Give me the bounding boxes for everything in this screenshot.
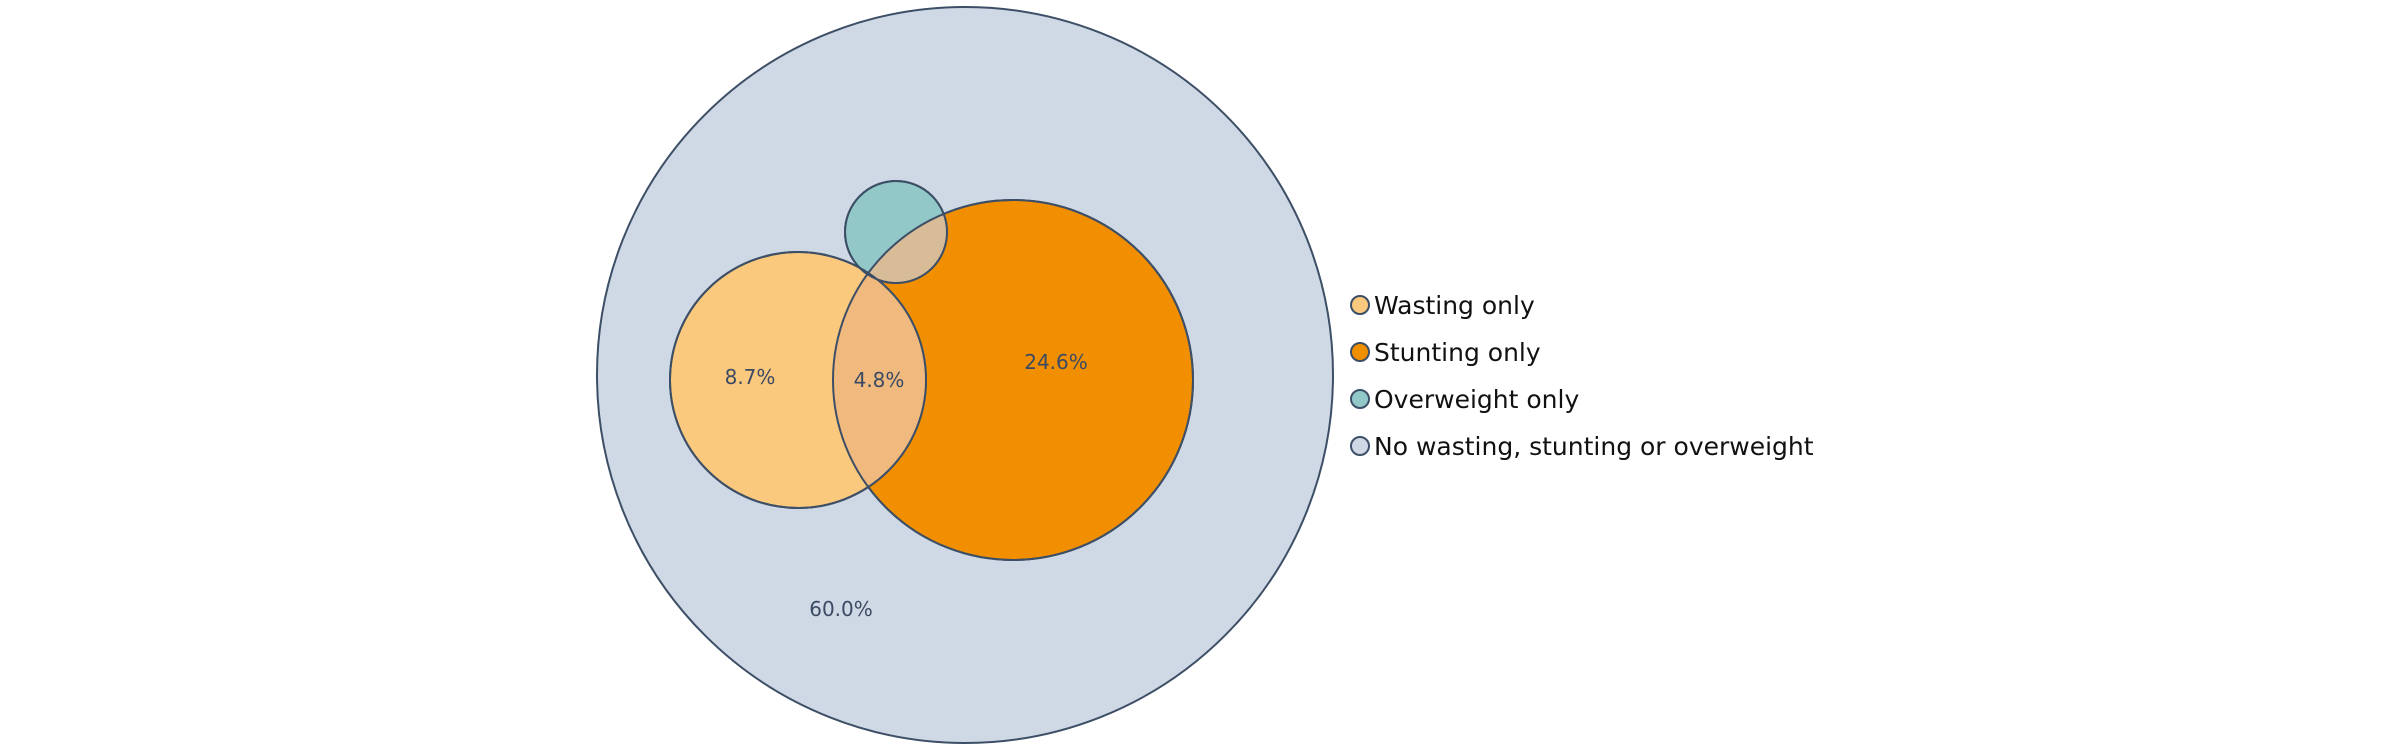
wasting-stunting-overlap xyxy=(833,252,926,508)
legend-label-overweight: Overweight only xyxy=(1374,385,1579,414)
overweight-outline xyxy=(844,180,948,284)
legend-label-none: No wasting, stunting or overweight xyxy=(1374,432,1814,461)
legend-label-stunting: Stunting only xyxy=(1374,338,1541,367)
legend-item-wasting: Wasting only xyxy=(1350,291,1535,320)
legend-item-stunting: Stunting only xyxy=(1350,338,1541,367)
region-label-none: 60.0% xyxy=(809,597,873,621)
region-label-wasting: 8.7% xyxy=(725,365,776,389)
region-label-wasting-stunting: 4.8% xyxy=(854,368,905,392)
legend-marker-wasting xyxy=(1350,295,1370,315)
legend-marker-overweight xyxy=(1350,389,1370,409)
region-label-stunting: 24.6% xyxy=(1024,350,1088,374)
legend-item-overweight: Overweight only xyxy=(1350,385,1579,414)
legend: Wasting only Stunting only Overweight on… xyxy=(1350,291,1814,461)
stunting-outline xyxy=(832,199,1194,561)
legend-item-none: No wasting, stunting or overweight xyxy=(1350,432,1814,461)
wasting-outline xyxy=(669,251,927,509)
legend-label-wasting: Wasting only xyxy=(1374,291,1535,320)
legend-marker-stunting xyxy=(1350,342,1370,362)
legend-marker-none xyxy=(1350,436,1370,456)
